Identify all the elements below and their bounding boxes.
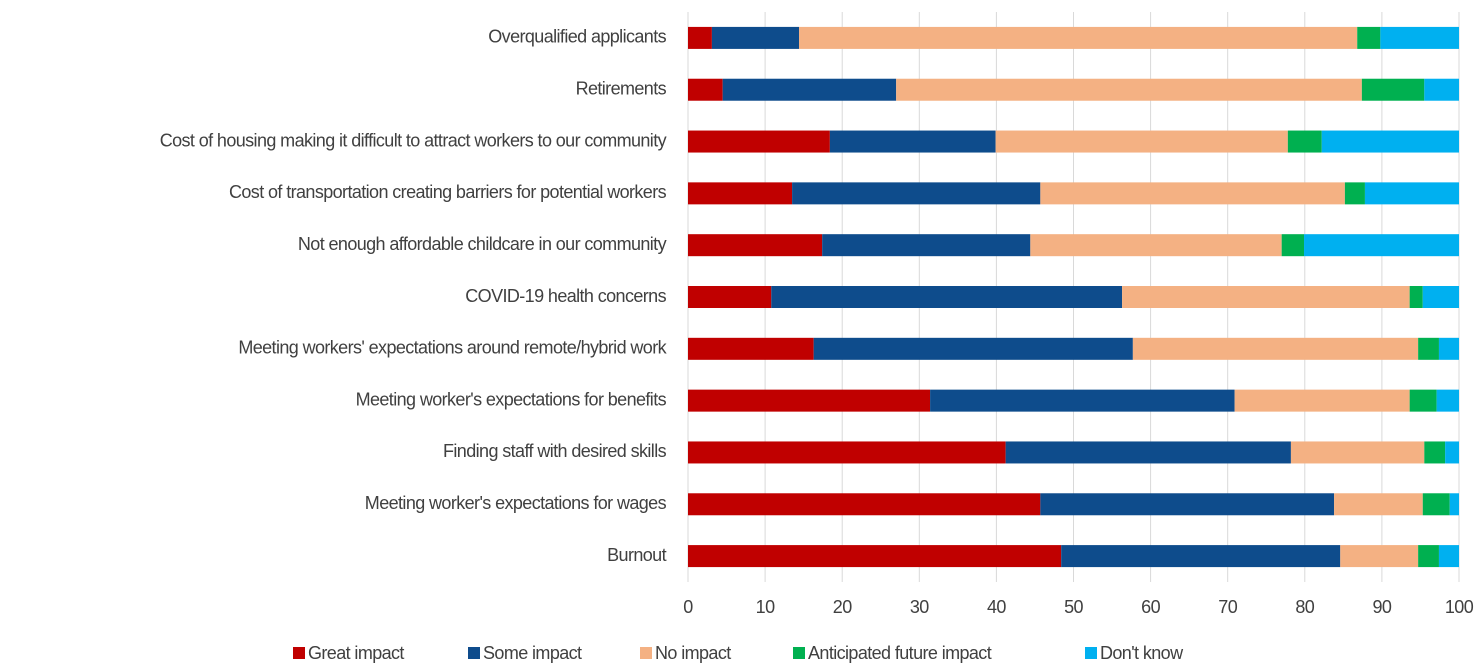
bar-segment bbox=[1418, 337, 1439, 360]
category-label: Burnout bbox=[607, 545, 666, 565]
x-tick-label: 60 bbox=[1141, 597, 1160, 617]
category-label: Cost of housing making it difficult to a… bbox=[160, 130, 667, 150]
category-label: Meeting worker's expectations for wages bbox=[365, 493, 667, 513]
bar-segment bbox=[799, 26, 1358, 49]
x-tick-label: 40 bbox=[987, 597, 1006, 617]
bar-segment bbox=[1424, 78, 1459, 101]
bar-segment bbox=[771, 286, 1123, 308]
bar-segment bbox=[1290, 441, 1425, 464]
legend-swatch bbox=[793, 647, 805, 659]
x-tick-label: 70 bbox=[1218, 597, 1237, 617]
bar-segment bbox=[1287, 130, 1322, 153]
bar-segment bbox=[1132, 337, 1419, 360]
bar-segment bbox=[829, 130, 996, 153]
bar-segment bbox=[813, 337, 1133, 360]
bar-segment bbox=[688, 26, 712, 49]
bar-segment bbox=[1122, 286, 1410, 308]
bar-segment bbox=[688, 234, 823, 257]
legend-swatch bbox=[468, 647, 480, 659]
bar-segment bbox=[1438, 337, 1459, 360]
bar-segment bbox=[1234, 389, 1410, 412]
legend-label: Don't know bbox=[1100, 643, 1184, 663]
category-label: Meeting worker's expectations for benefi… bbox=[356, 389, 667, 409]
x-tick-label: 10 bbox=[756, 597, 775, 617]
bar-segment bbox=[1030, 234, 1282, 257]
bar-segment bbox=[1304, 234, 1459, 257]
bar-segment bbox=[1422, 493, 1450, 516]
bar-segment bbox=[688, 545, 1062, 568]
category-label: Cost of transportation creating barriers… bbox=[229, 182, 667, 202]
bar-segment bbox=[1061, 545, 1341, 568]
bar-segment bbox=[1364, 182, 1459, 205]
bar-segment bbox=[896, 78, 1362, 101]
legend-label: Anticipated future impact bbox=[808, 643, 992, 663]
category-label: COVID-19 health concerns bbox=[465, 286, 666, 306]
category-label: Overqualified applicants bbox=[488, 27, 666, 47]
bar-segment bbox=[1040, 182, 1345, 205]
x-tick-label: 20 bbox=[833, 597, 852, 617]
legend-label: Some impact bbox=[483, 643, 582, 663]
bar-segment bbox=[1334, 493, 1423, 516]
bar-segment bbox=[688, 78, 723, 101]
legend-swatch bbox=[1085, 647, 1097, 659]
bar-segment bbox=[1357, 26, 1381, 49]
x-tick-label: 30 bbox=[910, 597, 929, 617]
category-label: Retirements bbox=[576, 78, 667, 98]
bar-segment bbox=[1005, 441, 1291, 464]
x-tick-label: 80 bbox=[1295, 597, 1314, 617]
bar-segment bbox=[688, 441, 1006, 464]
bar-segment bbox=[1380, 26, 1459, 49]
x-tick-label: 50 bbox=[1064, 597, 1083, 617]
bar-segment bbox=[1344, 182, 1365, 205]
bar-segment bbox=[1361, 78, 1425, 101]
bar-segment bbox=[1281, 234, 1305, 257]
bar-segment bbox=[1040, 493, 1335, 516]
bar-segment bbox=[1445, 441, 1459, 464]
bar-segment bbox=[930, 389, 1235, 412]
legend-label: No impact bbox=[655, 643, 731, 663]
bar-segment bbox=[1321, 130, 1459, 153]
bar-segment bbox=[1424, 441, 1446, 464]
bar-segment bbox=[711, 26, 800, 49]
bar-segment bbox=[1409, 389, 1437, 412]
bar-segment bbox=[688, 182, 793, 205]
bar-segment bbox=[1438, 545, 1459, 568]
category-label: Not enough affordable childcare in our c… bbox=[298, 234, 667, 254]
bar-segment bbox=[688, 493, 1041, 516]
bar-segment bbox=[792, 182, 1041, 205]
legend-swatch bbox=[293, 647, 305, 659]
bar-segment bbox=[688, 130, 830, 153]
bar-segment bbox=[822, 234, 1031, 257]
bar-segment bbox=[722, 78, 897, 101]
bar-segment bbox=[995, 130, 1288, 153]
bar-segment bbox=[688, 337, 814, 360]
legend-label: Great impact bbox=[308, 643, 404, 663]
bar-segment bbox=[1418, 545, 1439, 568]
x-tick-label: 100 bbox=[1445, 597, 1474, 617]
category-label: Finding staff with desired skills bbox=[443, 441, 667, 461]
bar-segment bbox=[1449, 493, 1459, 516]
bar-segment bbox=[1409, 286, 1423, 308]
bar-segment bbox=[688, 286, 772, 308]
bar-segment bbox=[1436, 389, 1459, 412]
category-label: Meeting workers' expectations around rem… bbox=[238, 338, 667, 358]
bar-segment bbox=[1340, 545, 1419, 568]
x-tick-label: 0 bbox=[683, 597, 693, 617]
legend-swatch bbox=[640, 647, 652, 659]
bar-segment bbox=[1422, 286, 1459, 308]
x-tick-label: 90 bbox=[1372, 597, 1391, 617]
bar-segment bbox=[688, 389, 931, 412]
